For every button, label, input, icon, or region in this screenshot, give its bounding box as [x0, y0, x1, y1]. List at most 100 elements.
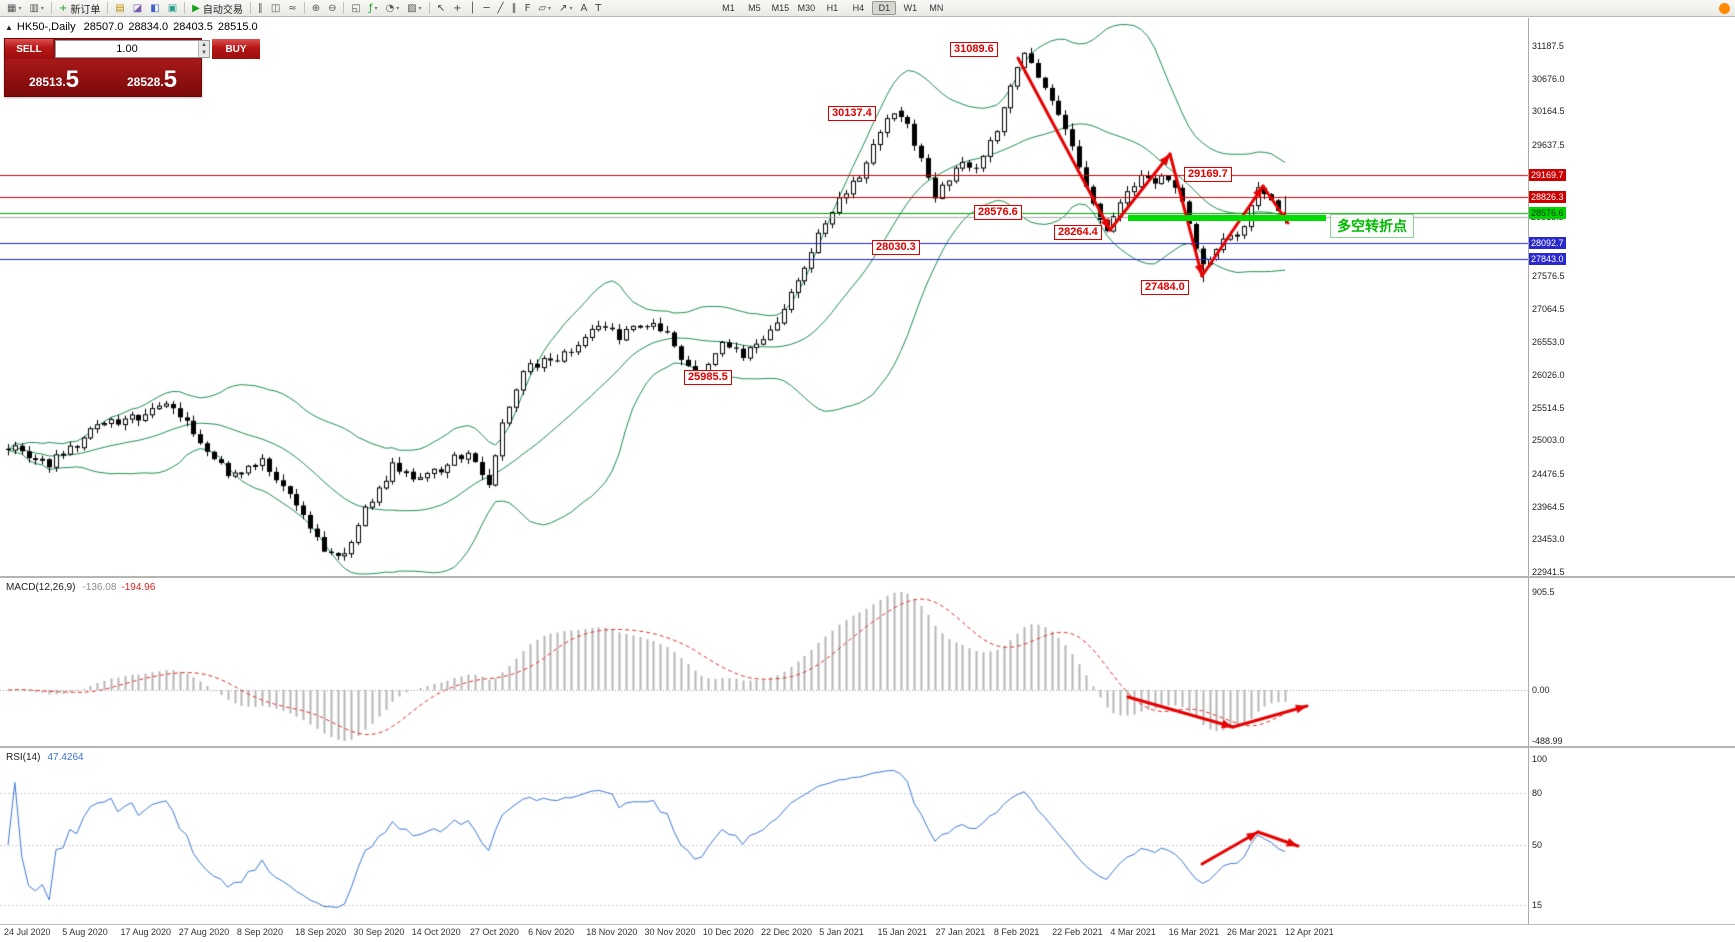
toolbar-crosshair-tool[interactable]: +: [450, 1, 464, 16]
timeframe-M1[interactable]: M1: [722, 3, 735, 13]
toolbar-periods[interactable]: ◔ ▾: [382, 1, 402, 16]
data-window-icon: ◪: [132, 2, 143, 14]
crosshair-tool-icon: +: [453, 2, 462, 14]
price-callout[interactable]: 25985.5: [684, 370, 732, 385]
macd-panel-splitter[interactable]: [0, 576, 1735, 578]
toolbar-indicators[interactable]: ƒ ▾: [366, 1, 381, 16]
date-axis-label: 17 Aug 2020: [120, 927, 172, 937]
toolbar-candles-mode[interactable]: ◫: [268, 1, 283, 16]
toolbar-templates[interactable]: ▨ ▾: [404, 1, 424, 16]
rsi-indicator-label: RSI(14) 47.4264: [6, 752, 84, 763]
price-callout[interactable]: 28030.3: [872, 240, 920, 255]
volume-up-button[interactable]: ▲: [199, 41, 209, 49]
toolbar-line-mode[interactable]: ≈: [285, 1, 299, 16]
price-badge-support-2: 27843.0: [1529, 253, 1566, 266]
toolbar-right-icons: [1719, 2, 1732, 14]
price-badge-turning-level: 28576.6: [1529, 206, 1566, 219]
toolbar-market-watch[interactable]: ▤: [112, 1, 127, 16]
toolbar-arrows-tool[interactable]: ↗ ▾: [556, 1, 575, 16]
price-badge-resistance-2: 28826.3: [1529, 190, 1566, 203]
price-axis-tick: 26026.0: [1532, 370, 1565, 381]
timeframe-M5[interactable]: M5: [748, 3, 761, 13]
candles-mode-icon: ◫: [270, 2, 281, 14]
volume-box: ▲ ▼: [55, 40, 210, 58]
profiles-icon: ▥: [29, 2, 39, 14]
market-watch-icon: ▤: [115, 2, 125, 14]
price-callout[interactable]: 31089.6: [950, 42, 998, 57]
date-axis-label: 16 Mar 2021: [1168, 927, 1220, 937]
toolbar-fibonacci-tool[interactable]: F: [522, 1, 534, 16]
toolbar-new-order[interactable]: + 新订单: [56, 1, 103, 16]
toolbar-cursor-tool[interactable]: ↖: [434, 1, 448, 16]
tile-windows-icon: ◱: [351, 2, 361, 14]
toolbar-autotrading[interactable]: ▶ 自动交易: [189, 1, 246, 16]
price-axis-tick: 23964.5: [1532, 501, 1565, 512]
toolbar-terminal[interactable]: ▣: [165, 1, 180, 16]
toolbar-separator: [249, 2, 251, 14]
timeframe-M15[interactable]: M15: [771, 3, 790, 13]
date-axis-label: 27 Aug 2020: [178, 927, 230, 937]
panel-collapse-icon[interactable]: ▲: [5, 23, 13, 32]
toolbar-text-tool[interactable]: A: [577, 1, 590, 16]
toolbar-new-chart[interactable]: ▦ ▾: [4, 1, 24, 16]
timeframe-D1[interactable]: D1: [872, 1, 897, 15]
toolbar-separator: [343, 2, 345, 14]
toolbar-vline-tool[interactable]: │: [466, 1, 478, 16]
price-callout[interactable]: 28264.4: [1054, 225, 1102, 240]
rsi-name: RSI(14): [6, 752, 41, 763]
channel-tool-icon: ∥: [511, 2, 517, 14]
sell-price-big-digit: 5: [65, 66, 80, 93]
price-badge-resistance-1: 29169.7: [1529, 168, 1566, 181]
rsi-panel-splitter[interactable]: [0, 746, 1735, 748]
toolbar-separator: [184, 2, 186, 14]
toolbar-tile-windows[interactable]: ◱: [348, 1, 363, 16]
volume-down-button[interactable]: ▼: [199, 49, 209, 57]
timeframe-MN[interactable]: MN: [929, 3, 944, 13]
price-callout[interactable]: 29169.7: [1184, 167, 1232, 182]
price-axis-tick: 29637.5: [1532, 139, 1565, 150]
toolbar-data-window[interactable]: ◪: [130, 1, 145, 16]
toolbar-shapes-tool[interactable]: ▱ ▾: [535, 1, 554, 16]
price-axis-tick: 26553.0: [1532, 336, 1565, 347]
toolbar-label-tool[interactable]: T: [592, 1, 604, 16]
autotrading-label: 自动交易: [202, 4, 243, 16]
toolbar-hline-tool[interactable]: ─: [481, 1, 493, 16]
date-axis-label: 18 Sep 2020: [295, 927, 347, 937]
community-notification-icon[interactable]: [1719, 2, 1730, 14]
turning-point-highlight[interactable]: [1128, 214, 1326, 221]
timeframe-H1[interactable]: H1: [826, 3, 839, 13]
sell-button[interactable]: SELL: [5, 39, 53, 59]
toolbar-channel-tool[interactable]: ∥: [509, 1, 520, 16]
price-axis-tick: 30676.0: [1532, 73, 1565, 84]
buy-button[interactable]: BUY: [212, 39, 260, 59]
toolbar-separator: [50, 2, 52, 14]
dropdown-caret-icon: ▾: [374, 4, 378, 12]
toolbar-bars-mode[interactable]: ∥: [255, 1, 266, 16]
date-axis-label: 5 Aug 2020: [62, 927, 108, 937]
toolbar-trendline-tool[interactable]: ╱: [495, 1, 507, 16]
timeframe-M30[interactable]: M30: [797, 3, 816, 13]
price-axis-tick: 22941.5: [1532, 566, 1565, 577]
terminal-icon: ▣: [167, 2, 178, 14]
macd-signal-value: -194.96: [121, 582, 156, 593]
timeframe-W1[interactable]: W1: [903, 3, 918, 13]
timeframe-H4[interactable]: H4: [852, 3, 865, 13]
volume-input[interactable]: [56, 41, 198, 57]
toolbar-profiles[interactable]: ▥ ▾: [26, 1, 46, 16]
toolbar-zoom-out[interactable]: ⊖: [325, 1, 339, 16]
toolbar-zoom-in[interactable]: ⊕: [309, 1, 323, 16]
price-axis-tick: 27064.5: [1532, 303, 1565, 314]
rsi-axis-tick: 15: [1532, 900, 1543, 911]
date-axis-label: 27 Oct 2020: [469, 927, 519, 937]
price-axis-tick: 25003.0: [1532, 435, 1565, 446]
price-callout[interactable]: 30137.4: [828, 106, 876, 121]
price-callout[interactable]: 28576.6: [974, 205, 1022, 220]
price-axis-tick: 31187.5: [1532, 41, 1564, 51]
turning-point-annotation[interactable]: 多空转折点: [1330, 214, 1414, 238]
price-callout[interactable]: 27484.0: [1141, 280, 1189, 295]
navigator-icon: ◧: [150, 2, 160, 14]
toolbar-navigator[interactable]: ◧: [147, 1, 162, 16]
buy-price: 28528. 5: [103, 59, 201, 96]
